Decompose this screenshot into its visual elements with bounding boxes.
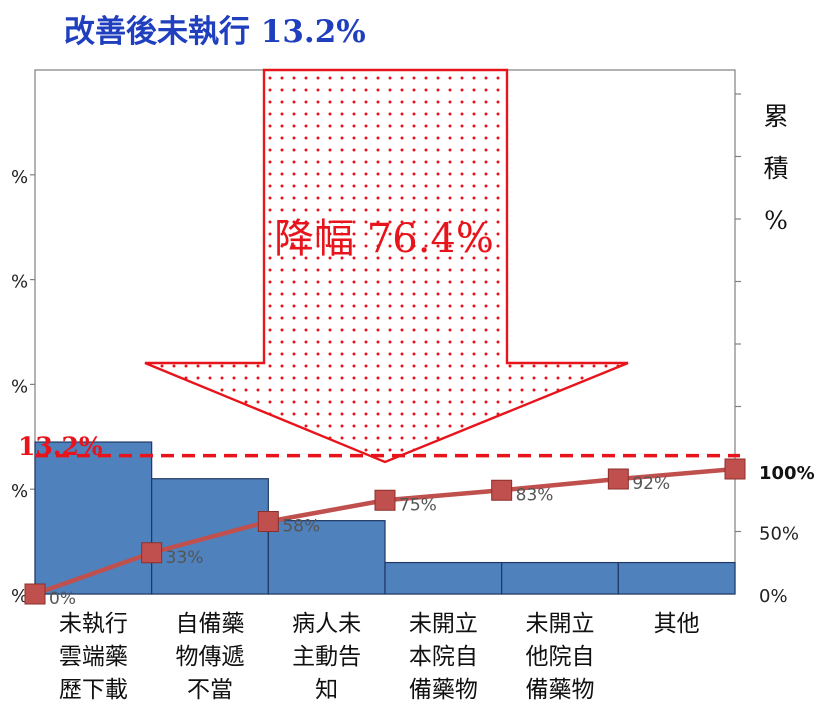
reduction-label: 降幅 76.4% [274, 216, 494, 262]
cumulative-marker [257, 511, 279, 532]
right-axis-tick-label: 0% [759, 586, 788, 607]
right-axis: 0% 50% [759, 524, 799, 608]
category-label: 未執行 [59, 611, 128, 637]
category-label: 雲端藥 [59, 644, 128, 670]
cumulative-data-label: 92% [632, 474, 670, 494]
category-label: 物傳遞 [176, 644, 245, 670]
right-axis-label-char: 積 [763, 154, 788, 183]
cumulative-data-label: 83% [516, 485, 554, 505]
cumulative-data-label: 100% [759, 463, 815, 484]
cumulative-markers [24, 458, 746, 605]
cumulative-data-labels: 0% 33% 58% 75% 83% 92% 100% [49, 463, 815, 609]
cumulative-marker [24, 583, 46, 605]
bar [384, 561, 503, 595]
category-label: 備藥物 [409, 677, 478, 703]
category-label: 知 [315, 677, 338, 703]
bar [501, 561, 619, 595]
cumulative-data-label: 33% [166, 548, 204, 568]
cumulative-marker [141, 542, 163, 564]
category-label: 歷下載 [59, 677, 128, 703]
category-label: 其他 [654, 611, 700, 637]
category-label: 未開立 [526, 611, 595, 637]
category-label: 他院自 [526, 644, 595, 670]
cumulative-marker [724, 458, 746, 480]
category-label: 未開立 [409, 611, 478, 637]
bars [34, 441, 736, 595]
left-axis: %%%%% [11, 167, 35, 607]
left-axis-tick-label: % [11, 272, 28, 293]
category-label: 不當 [187, 677, 233, 703]
cumulative-data-label: 75% [399, 495, 437, 515]
left-axis-tick-label: % [11, 376, 28, 397]
left-axis-tick-label: % [11, 481, 28, 502]
cumulative-marker [374, 489, 396, 511]
cumulative-marker [491, 479, 513, 501]
cumulative-data-label: 0% [49, 589, 76, 609]
reduction-arrow [144, 68, 629, 464]
left-axis-tick-label: % [11, 586, 28, 607]
cumulative-data-label: 58% [282, 517, 320, 537]
category-label: 病人未 [292, 611, 361, 637]
bar [617, 561, 736, 595]
cumulative-marker [607, 468, 629, 490]
threshold-label: 13.2% [18, 432, 103, 461]
category-label: 本院自 [409, 644, 478, 670]
right-axis-label-char: 累 [763, 102, 788, 131]
bar [267, 520, 386, 595]
category-label: 自備藥 [176, 611, 245, 637]
category-label: 主動告 [292, 644, 361, 670]
right-axis-label: 累積% [763, 102, 788, 235]
chart-title: 改善後未執行 13.2% [64, 14, 366, 50]
category-label: 備藥物 [526, 677, 595, 703]
right-axis-label-char: % [764, 206, 788, 235]
left-axis-tick-label: % [11, 167, 28, 188]
right-axis-tick-label: 50% [759, 524, 799, 545]
bar [34, 441, 153, 595]
